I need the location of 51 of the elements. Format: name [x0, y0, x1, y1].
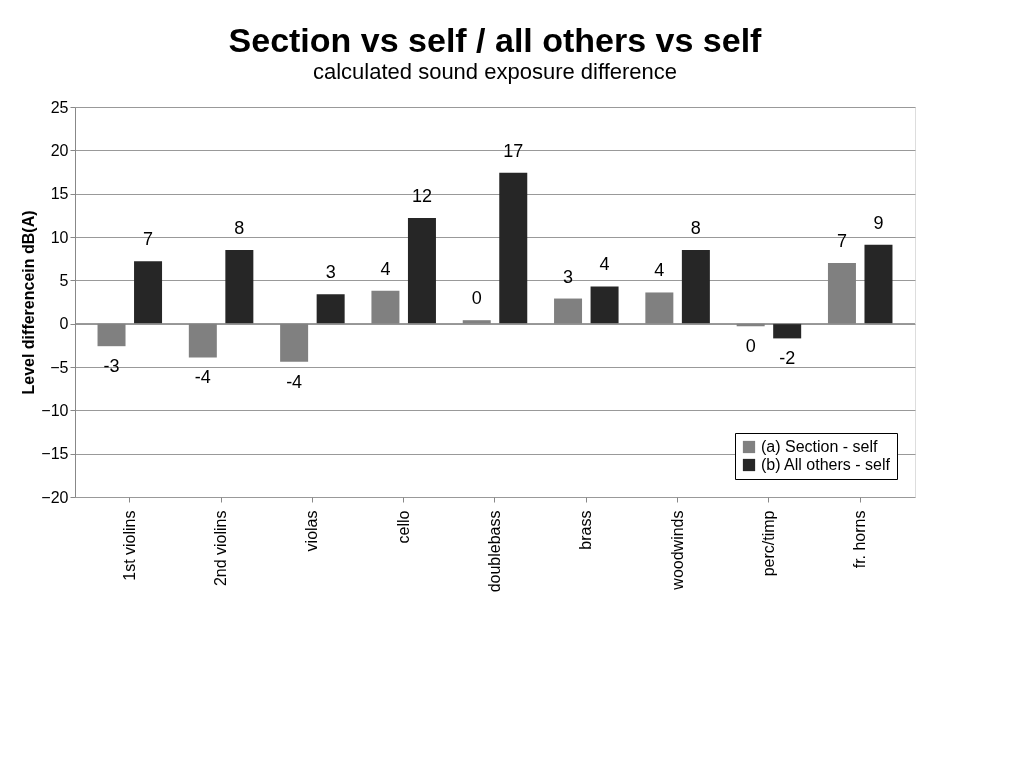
data-label: 3	[325, 262, 336, 283]
x-tick-label: 2nd violins	[212, 510, 230, 587]
data-label: -3	[103, 356, 120, 377]
bar	[407, 217, 436, 324]
data-label: 4	[380, 258, 391, 279]
bar	[499, 172, 528, 324]
y-tick-label: −20	[41, 488, 69, 506]
bar	[134, 261, 163, 324]
x-tick-label: violas	[303, 510, 321, 552]
chart-title: Section vs self / all others vs self	[228, 21, 763, 59]
y-tick-label: −5	[50, 358, 69, 376]
x-tick-label: perc/timp	[759, 510, 777, 577]
bar	[590, 286, 619, 324]
y-tick-label: −15	[41, 445, 69, 463]
x-tick-label: fr. horns	[851, 510, 869, 569]
x-tick-label: woodwinds	[668, 510, 686, 591]
x-tick-label: 1st violins	[120, 510, 138, 581]
y-tick-label: 10	[50, 228, 69, 246]
x-tick-label: brass	[577, 510, 595, 550]
data-label: 9	[873, 212, 884, 233]
y-tick-label: 25	[50, 98, 69, 116]
data-label: 7	[143, 229, 154, 250]
data-label: -4	[286, 371, 303, 392]
data-label: 0	[471, 288, 482, 309]
y-tick-label: 15	[50, 185, 69, 203]
x-tick-label: cello	[394, 510, 412, 544]
bar	[681, 250, 710, 324]
x-tick-label: doublebass	[486, 510, 503, 593]
data-label: 17	[503, 140, 524, 161]
bar	[225, 250, 254, 324]
y-tick-label: −10	[41, 401, 69, 419]
bar	[773, 323, 802, 339]
data-label: -4	[194, 367, 211, 388]
y-tick-label: 5	[59, 271, 69, 289]
y-tick-label: 20	[50, 141, 69, 159]
data-label: 7	[836, 231, 847, 251]
data-label: 8	[690, 218, 701, 238]
data-label: 8	[234, 218, 245, 238]
bar	[864, 244, 893, 324]
chart-subtitle: calculated sound exposure difference	[312, 59, 678, 84]
legend-label: (b) All others - self	[761, 456, 891, 473]
y-tick-label: 0	[59, 315, 69, 333]
data-label: 12	[411, 185, 432, 206]
data-label: 4	[599, 254, 610, 275]
data-label: 0	[745, 336, 756, 357]
bar	[316, 294, 345, 324]
y-axis-title: Level differencein dB(A)	[20, 210, 38, 395]
data-label: -2	[779, 348, 796, 369]
legend-label: (a) Section - self	[761, 438, 879, 455]
data-label: 3	[563, 266, 574, 287]
data-label: 4	[654, 260, 665, 281]
